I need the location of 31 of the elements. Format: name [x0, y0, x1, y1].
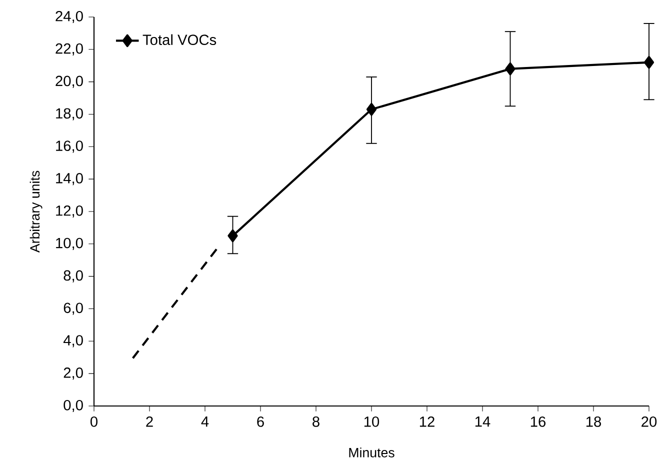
- x-tick-label: 20: [642, 416, 657, 427]
- x-tick-label: 18: [586, 416, 601, 427]
- y-tick-label: 16,0: [56, 140, 83, 153]
- point: [228, 229, 238, 242]
- x-tick-label: 2: [146, 416, 153, 427]
- x-axis-title: Minutes: [349, 448, 394, 458]
- point: [644, 56, 654, 69]
- x-tick-label: 0: [90, 416, 98, 427]
- y-tick-label: 12,0: [56, 205, 83, 218]
- point: [505, 62, 516, 76]
- x-tick-label: 12: [420, 416, 434, 427]
- x-tick-label: 6: [257, 416, 264, 427]
- x-tick-label: 8: [312, 416, 320, 427]
- y-tick-label: 4,0: [63, 335, 83, 348]
- x-tick-label: 16: [530, 416, 546, 427]
- x-tick-label: 14: [475, 416, 490, 427]
- y-tick-label: 10,0: [56, 238, 83, 250]
- y-axis-title: Arbitrary units: [30, 170, 42, 253]
- y-tick-label: 24,0: [56, 10, 83, 24]
- y-tick-label: 0,0: [64, 400, 83, 412]
- y-tick-label: 8,0: [64, 270, 83, 282]
- y-tick-label: 18,0: [56, 108, 83, 120]
- point: [366, 102, 377, 116]
- y-tick-label: 6,0: [64, 302, 83, 315]
- y-tick-label: 14,0: [56, 173, 83, 186]
- y-tick-label: 22,0: [56, 43, 83, 56]
- x-tick-label: 4: [201, 416, 209, 427]
- legend-label: Total VOCs: [142, 34, 216, 46]
- y-tick-label: 20,0: [56, 76, 83, 88]
- y-tick-label: 2,0: [64, 368, 83, 380]
- x-tick-label: 10: [364, 416, 380, 427]
